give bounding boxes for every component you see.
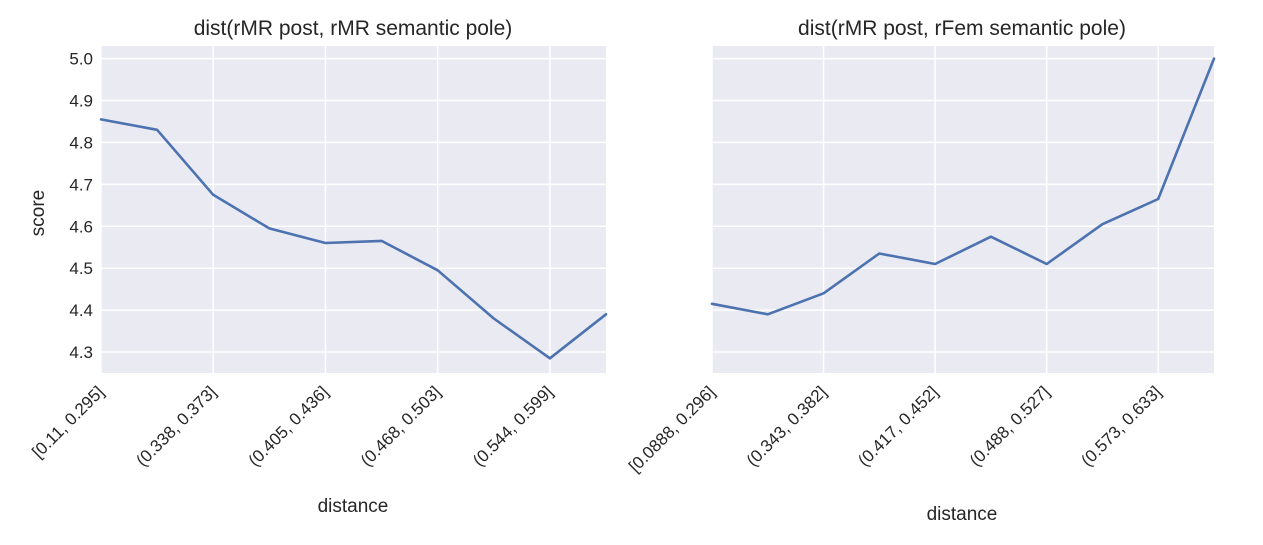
right-plot-background [712, 46, 1214, 373]
left-y-tick-label: 4.5 [69, 259, 93, 278]
left-y-tick-label: 4.3 [69, 343, 93, 362]
left-x-tick-label: (0.468, 0.503] [357, 382, 445, 470]
left-x-tick-label: [0.11, 0.295] [28, 382, 107, 461]
right-chart-title: dist(rMR post, rFem semantic pole) [798, 17, 1126, 40]
right-plot-area [711, 46, 1214, 373]
left-x-tick-label: (0.544, 0.599] [469, 382, 557, 470]
left-y-tick-label: 4.6 [69, 217, 93, 236]
left-x-tick-label: (0.338, 0.373] [132, 382, 220, 470]
left-chart-x-axis-label: distance [318, 496, 389, 517]
right-x-tick-label: [0.0888, 0.296] [625, 382, 719, 476]
left-y-tick-label: 4.9 [69, 92, 93, 111]
right-x-tick-label: (0.573, 0.633] [1077, 382, 1165, 470]
left-y-tick-label: 5.0 [69, 50, 93, 69]
left-plot-background [101, 46, 606, 373]
left-y-tick-label: 4.4 [69, 301, 93, 320]
left-y-tick-label: 4.8 [69, 133, 93, 152]
right-chart-panel: dist(rMR post, rFem semantic pole) dista… [625, 17, 1216, 525]
left-plot-area [100, 46, 606, 373]
left-chart-y-axis-label: score [28, 190, 49, 236]
left-x-tick-label: (0.405, 0.436] [245, 382, 333, 470]
left-chart-panel: dist(rMR post, rMR semantic pole) score … [28, 17, 608, 517]
left-series-line [99, 118, 608, 360]
right-series-line [710, 57, 1216, 316]
right-x-tick-label: (0.343, 0.382] [743, 382, 831, 470]
left-y-tick-label: 4.7 [69, 175, 93, 194]
left-chart-title: dist(rMR post, rMR semantic pole) [194, 17, 513, 40]
right-x-tick-label: (0.417, 0.452] [854, 382, 942, 470]
right-chart-x-axis-label: distance [927, 504, 998, 525]
right-x-tick-label: (0.488, 0.527] [966, 382, 1054, 470]
